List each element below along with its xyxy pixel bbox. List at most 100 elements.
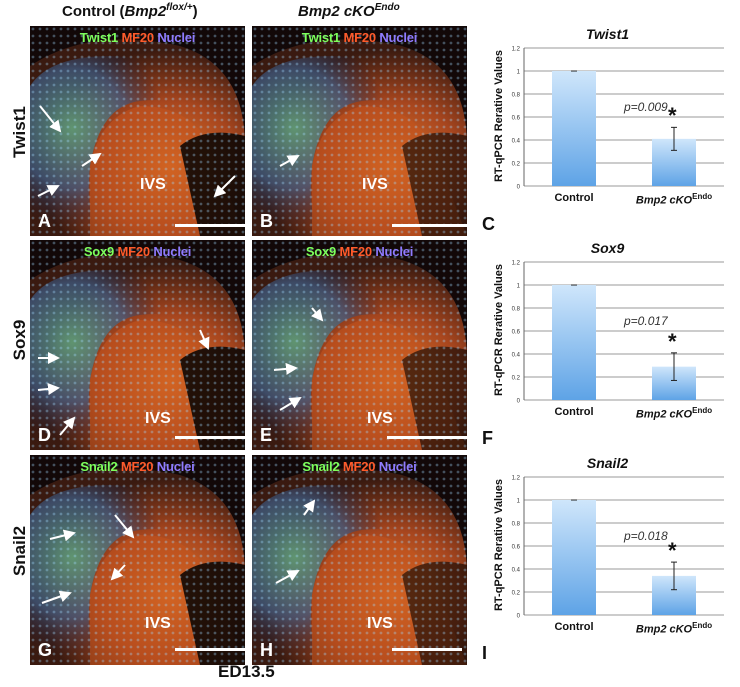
arrow-icon (310, 307, 324, 322)
fluorescence-image (30, 26, 245, 236)
x-tick-label: Bmp2 cKOEndo (635, 192, 713, 207)
arrow-annotations (37, 329, 210, 436)
mf20-label: MF20 (114, 244, 154, 259)
stain-legend: Snail2 MF20 Nuclei (252, 459, 467, 474)
chart-title: Sox9 (590, 240, 625, 256)
stain-legend: Twist1 MF20 Nuclei (252, 30, 467, 45)
y-tick-label: 1 (517, 499, 521, 505)
panel-letter: A (38, 211, 51, 231)
arrow-icon (303, 499, 316, 516)
qpcr-bar-chart-snail2: Snail2 0 0.2 0.4 0.6 0.8 1 1.2 RT-qPCR Rerative… (480, 455, 735, 665)
scale-bar (392, 648, 462, 651)
mf20-label: MF20 (117, 459, 157, 474)
chart-title: Snail2 (586, 455, 629, 471)
scale-bar (392, 224, 467, 227)
cko-column-header: Bmp2 cKOEndo (298, 2, 400, 20)
ivs-label: IVS (140, 176, 166, 193)
y-tick-label: 0.2 (512, 591, 521, 597)
stain-legend: Sox9 MF20 Nuclei (252, 244, 467, 259)
marker-gene-label: Twist1 (79, 30, 119, 45)
y-axis-label: RT-qPCR Rerative Values (493, 49, 505, 183)
marker-gene-label: Sox9 (83, 244, 115, 259)
y-axis-label: RT-qPCR Rerative Values (493, 478, 505, 612)
panel-letter: F (482, 428, 493, 448)
header-control-close: ) (192, 3, 198, 20)
nuclei-label: Nuclei (153, 244, 192, 259)
x-tick-label: Bmp2 cKOEndo (635, 406, 713, 421)
micrograph-panel-D: Sox9 MF20 Nuclei IVS D (30, 240, 245, 450)
ivs-label: IVS (362, 176, 388, 193)
panel-letter: E (260, 425, 273, 445)
marker-gene-label: Snail2 (302, 459, 340, 474)
x-tick-label: Control (554, 621, 594, 633)
scale-bar (175, 436, 245, 439)
control-column-header: Control (Bmp2flox/+) (62, 2, 198, 20)
y-tick-label: 0.6 (512, 545, 521, 551)
marker-gene-label: Snail2 (80, 459, 118, 474)
header-cko-sup: Endo (374, 2, 400, 13)
arrow-annotations (273, 307, 324, 411)
header-control-text: Control ( (62, 3, 125, 20)
p-value-label: p=0.017 (624, 314, 668, 328)
marker-gene-label: Sox9 (305, 244, 337, 259)
panel-letter: D (38, 425, 51, 445)
arrow-icon (198, 329, 210, 350)
y-tick-label: 0.8 (512, 307, 521, 313)
y-tick-label: 0.8 (512, 93, 521, 99)
arrow-icon (37, 185, 60, 197)
ivs-label: IVS (367, 615, 393, 632)
fluorescence-image (252, 455, 467, 665)
micrograph-panel-E: Sox9 MF20 Nuclei IVS E (252, 240, 467, 450)
ivs-label: IVS (145, 615, 171, 632)
arrow-icon (275, 570, 300, 584)
y-tick-label: 0.6 (512, 330, 521, 336)
y-tick-label: 0.4 (512, 353, 521, 359)
y-tick-label: 1.2 (512, 47, 521, 53)
scale-bar (175, 648, 245, 651)
y-tick-label: 1 (517, 70, 521, 76)
x-tick-label: Control (554, 192, 594, 204)
marker-gene-label: Twist1 (301, 30, 341, 45)
significance-star: * (668, 538, 677, 564)
ivs-label: IVS (367, 410, 393, 427)
y-axis-label: RT-qPCR Rerative Values (493, 263, 505, 397)
nuclei-label: Nuclei (157, 30, 196, 45)
arrow-icon (81, 152, 102, 167)
y-tick-label: 0 (517, 614, 521, 620)
micrograph-panel-G: Snail2 MF20 Nuclei IVS G (30, 455, 245, 665)
significance-star: * (668, 103, 677, 129)
x-tick-label: Bmp2 cKOEndo (635, 621, 713, 636)
arrow-icon (279, 396, 302, 411)
significance-star: * (668, 328, 677, 354)
bar-0 (552, 71, 596, 186)
y-tick-label: 1 (517, 284, 521, 290)
panel-letter: G (38, 640, 53, 660)
arrow-annotations (41, 514, 135, 604)
arrow-annotations (37, 105, 236, 198)
mf20-label: MF20 (118, 30, 158, 45)
y-tick-label: 0 (517, 399, 521, 405)
chart-plot: 0 0.2 0.4 0.6 0.8 1 1.2 (512, 476, 724, 620)
fluorescence-image (252, 26, 467, 236)
stain-legend: Snail2 MF20 Nuclei (30, 459, 245, 474)
stage-label: ED13.5 (218, 662, 275, 681)
mf20-label: MF20 (336, 244, 376, 259)
bar-0 (552, 285, 596, 400)
nuclei-label: Nuclei (379, 30, 418, 45)
y-tick-label: 0.4 (512, 568, 521, 574)
p-value-label: p=0.009 (624, 100, 668, 114)
micrograph-panel-A: Twist1 MF20 Nuclei IVS A (30, 26, 245, 236)
chart-title: Twist1 (585, 26, 630, 42)
y-tick-label: 0.2 (512, 162, 521, 168)
y-tick-label: 0.8 (512, 522, 521, 528)
header-control-gene: Bmp2 (124, 3, 167, 20)
y-tick-label: 0.2 (512, 376, 521, 382)
chart-plot: 0 0.2 0.4 0.6 0.8 1 1.2 (512, 47, 724, 191)
ivs-label: IVS (145, 410, 171, 427)
y-tick-label: 0.4 (512, 139, 521, 145)
panel-letter: C (482, 214, 495, 234)
qpcr-bar-chart-twist1: Twist1 0 0.2 0.4 0.6 0.8 1 1.2 RT-qPCR Rerative… (480, 26, 735, 236)
chart-plot: 0 0.2 0.4 0.6 0.8 1 1.2 (512, 261, 724, 405)
arrow-annotations (275, 499, 316, 584)
arrow-icon (59, 416, 76, 436)
